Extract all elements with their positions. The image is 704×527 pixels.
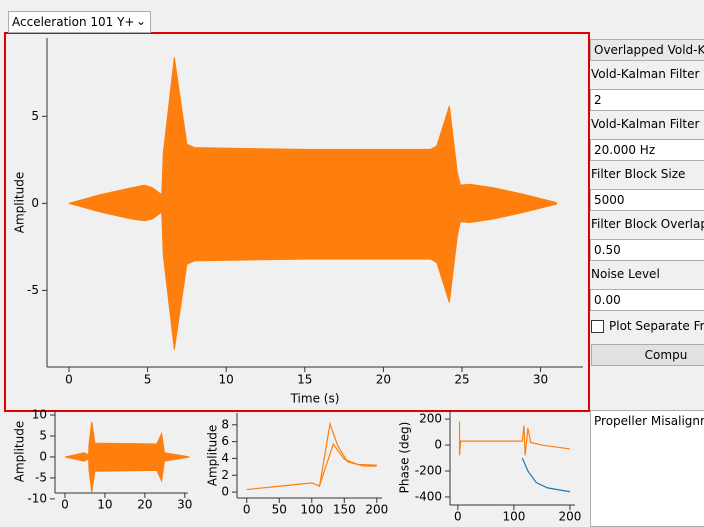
y-tick-label: 6 — [221, 434, 229, 448]
field-label: Noise Level — [591, 267, 660, 281]
results-box: Propeller Misalignm — [590, 410, 704, 527]
signal-area — [68, 57, 557, 204]
x-tick-label: 0 — [61, 498, 69, 512]
x-tick-label: 30 — [533, 373, 548, 387]
y-tick-label: 5 — [31, 109, 39, 123]
y-tick-label: 2 — [221, 468, 229, 482]
y-tick-label: -400 — [415, 489, 442, 503]
series-line — [246, 421, 377, 491]
field-input[interactable]: 2 — [590, 89, 704, 111]
x-tick-label: 10 — [97, 498, 112, 512]
y-tick-label: 4 — [221, 451, 229, 465]
selection-frame — [4, 32, 590, 412]
field-input[interactable]: 0.50 — [590, 239, 704, 261]
field-label: Vold-Kalman Filter B — [591, 117, 704, 131]
y-tick-label: 5 — [39, 428, 47, 442]
x-axis-label: Time (s) — [290, 392, 340, 406]
x-tick-label: 0 — [454, 510, 462, 524]
x-tick-label: 100 — [502, 510, 525, 524]
x-tick-label: 200 — [559, 510, 582, 524]
field-input[interactable]: 20.000 Hz — [590, 139, 704, 161]
series-line — [521, 457, 571, 493]
series-line — [319, 442, 377, 486]
field-label: Vold-Kalman Filter O — [591, 67, 704, 81]
x-tick-label: 30 — [177, 498, 192, 512]
x-tick-label: 20 — [376, 373, 391, 387]
y-tick-label: 0 — [434, 438, 442, 452]
x-tick-label: 0 — [65, 373, 73, 387]
channel-dropdown[interactable]: Acceleration 101 Y+ ⌄ — [8, 11, 151, 33]
x-tick-label: 200 — [365, 503, 388, 517]
field-label: Filter Block Overlap — [591, 217, 704, 231]
y-axis-label: Amplitude — [13, 421, 27, 483]
y-tick-label: 8 — [221, 417, 229, 431]
field-input[interactable]: 0.00 — [590, 289, 704, 311]
y-axis-label: Phase (deg) — [398, 422, 412, 494]
x-tick-label: 5 — [144, 373, 152, 387]
y-tick-label: 10 — [32, 408, 47, 422]
y-tick-label: -200 — [415, 463, 442, 477]
x-tick-label: 0 — [243, 503, 251, 517]
signal-area — [64, 421, 190, 458]
checkbox[interactable] — [591, 320, 604, 333]
compute-button[interactable]: Compu — [591, 344, 704, 366]
x-tick-label: 20 — [137, 498, 152, 512]
checkbox-label: Plot Separate Fra — [609, 319, 704, 333]
y-tick-label: -5 — [27, 283, 39, 297]
field-label: Filter Block Size — [591, 167, 686, 181]
x-tick-label: 50 — [272, 503, 287, 517]
y-tick-label: 0 — [39, 449, 47, 463]
y-tick-label: 0 — [31, 196, 39, 210]
y-tick-label: 200 — [419, 412, 442, 426]
button-text: Compu — [644, 348, 688, 362]
x-tick-label: 25 — [454, 373, 469, 387]
signal-area — [68, 202, 557, 350]
signal-area — [64, 456, 190, 493]
x-tick-label: 15 — [297, 373, 312, 387]
mode-combo[interactable]: Overlapped Vold-Ka — [590, 39, 704, 61]
y-axis-label: Amplitude — [13, 172, 27, 234]
x-tick-label: 10 — [219, 373, 234, 387]
series-line — [458, 421, 571, 456]
y-axis-label: Amplitude — [206, 425, 220, 487]
field-input[interactable]: 5000 — [590, 189, 704, 211]
results-text: Propeller Misalignm — [594, 414, 704, 428]
y-tick-label: 0 — [221, 485, 229, 499]
dropdown-text: Acceleration 101 Y+ — [12, 15, 135, 29]
mode-text: Overlapped Vold-Ka — [594, 43, 704, 57]
x-tick-label: 150 — [333, 503, 356, 517]
checkbox-row[interactable]: Plot Separate Fra — [591, 319, 704, 337]
y-tick-label: -5 — [35, 470, 47, 484]
y-tick-label: -10 — [27, 491, 47, 505]
x-tick-label: 100 — [300, 503, 323, 517]
dropdown-arrow: ⌄ — [135, 14, 146, 28]
